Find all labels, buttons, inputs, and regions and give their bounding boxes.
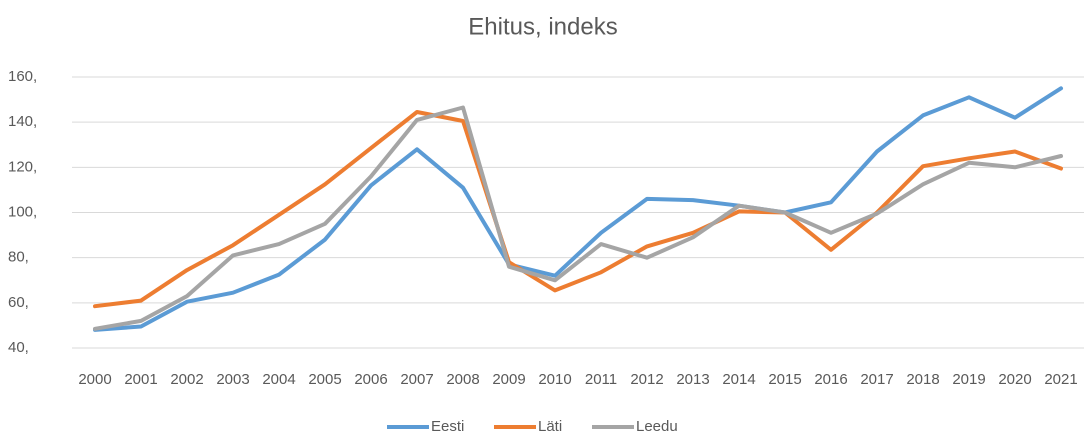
x-tick-label: 2016 xyxy=(814,371,847,388)
x-tick-label: 2010 xyxy=(538,371,571,388)
x-tick-label: 2001 xyxy=(124,371,157,388)
chart-title: Ehitus, indeks xyxy=(468,13,617,40)
y-tick-label: 140, xyxy=(8,113,37,130)
x-tick-label: 2005 xyxy=(308,371,341,388)
x-tick-label: 2013 xyxy=(676,371,709,388)
x-tick-label: 2008 xyxy=(446,371,479,388)
x-tick-label: 2000 xyxy=(78,371,111,388)
x-tick-label: 2020 xyxy=(998,371,1031,388)
y-tick-label: 120, xyxy=(8,158,37,175)
x-tick-label: 2011 xyxy=(585,371,617,388)
y-tick-label: 40, xyxy=(8,339,29,356)
x-tick-label: 2002 xyxy=(170,371,203,388)
x-tick-label: 2003 xyxy=(216,371,249,388)
x-tick-label: 2004 xyxy=(262,371,295,388)
x-tick-label: 2012 xyxy=(630,371,663,388)
x-tick-label: 2009 xyxy=(492,371,525,388)
x-tick-label: 2021 xyxy=(1044,371,1077,388)
x-tick-label: 2019 xyxy=(952,371,985,388)
y-tick-label: 80, xyxy=(8,249,29,266)
legend-label: Leedu xyxy=(636,418,678,435)
x-tick-label: 2014 xyxy=(722,371,755,388)
line-series xyxy=(93,110,1063,309)
y-tick-label: 160, xyxy=(8,68,37,85)
x-tick-label: 2018 xyxy=(906,371,939,388)
line-series xyxy=(93,86,1063,332)
x-tick-label: 2015 xyxy=(768,371,801,388)
y-tick-label: 100, xyxy=(8,203,37,220)
legend-label: Läti xyxy=(538,418,562,435)
legend-label: Eesti xyxy=(431,418,464,435)
x-tick-label: 2007 xyxy=(400,371,433,388)
x-tick-label: 2006 xyxy=(354,371,387,388)
line-series xyxy=(93,105,1063,331)
y-tick-label: 60, xyxy=(8,294,29,311)
x-tick-label: 2017 xyxy=(860,371,893,388)
